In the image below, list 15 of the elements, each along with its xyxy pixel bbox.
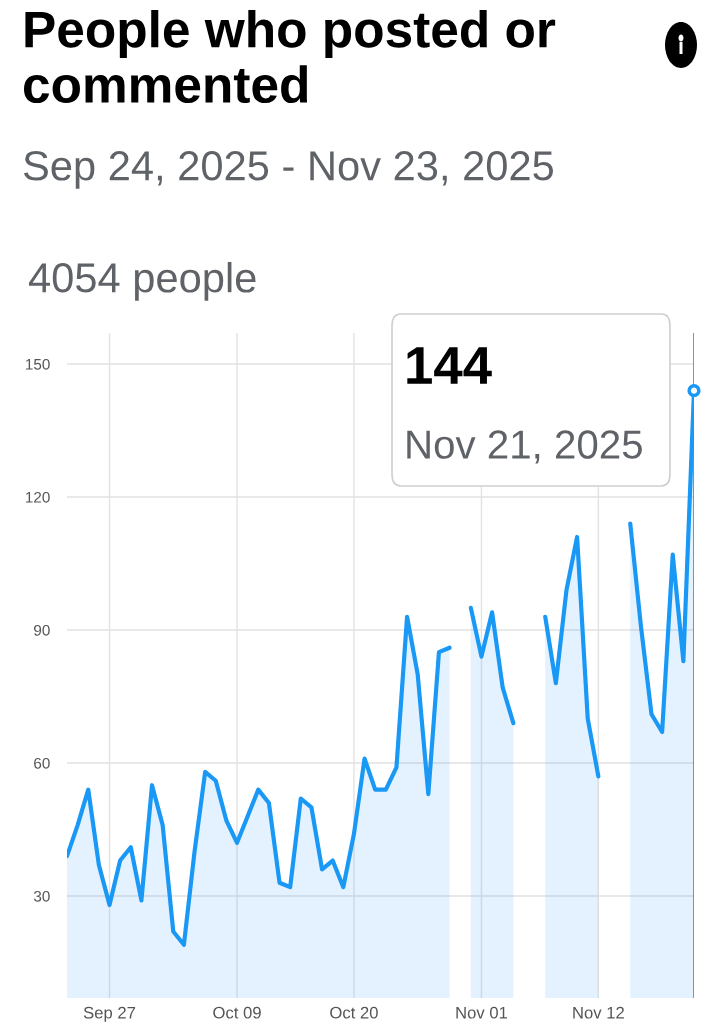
annotation: Nov 21, 2025 (407, 430, 642, 464)
x-tick-label: Oct 09 (213, 1006, 261, 1019)
chart-subtitle: Sep 24, 2025 - Nov 23, 2025 (23, 151, 554, 189)
x-tick-label: Nov 12 (573, 1006, 624, 1019)
text: 4054 people (28, 262, 256, 301)
x-tick-label: Sep 27 (83, 1006, 136, 1022)
x-tick-label: Nov 01 (456, 1006, 508, 1019)
y-tick-label: 60 (34, 757, 50, 769)
x-tick-label: Oct 20 (330, 1006, 378, 1019)
annotation: 144 (407, 347, 492, 384)
y-tick-label: 120 (26, 491, 50, 503)
y-tick-label: 150 (26, 358, 50, 370)
chart-title: People who posted or commented (24, 10, 556, 104)
y-tick-label: 90 (34, 624, 50, 636)
y-tick-label: 30 (33, 890, 50, 902)
